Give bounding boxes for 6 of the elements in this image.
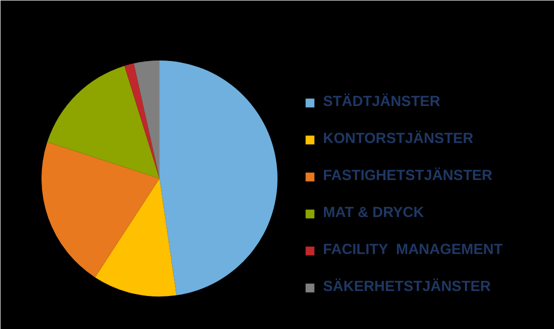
legend-label: STÄDTJÄNSTER <box>323 94 440 110</box>
legend-label: FACILITY MANAGEMENT <box>323 242 503 258</box>
legend-label: FASTIGHETSTJÄNSTER <box>323 168 492 184</box>
legend-label: KONTORSTJÄNSTER <box>323 131 474 147</box>
legend-label: SÄKERHETSTJÄNSTER <box>323 279 491 295</box>
legend-label: MAT & DRYCK <box>323 205 424 221</box>
